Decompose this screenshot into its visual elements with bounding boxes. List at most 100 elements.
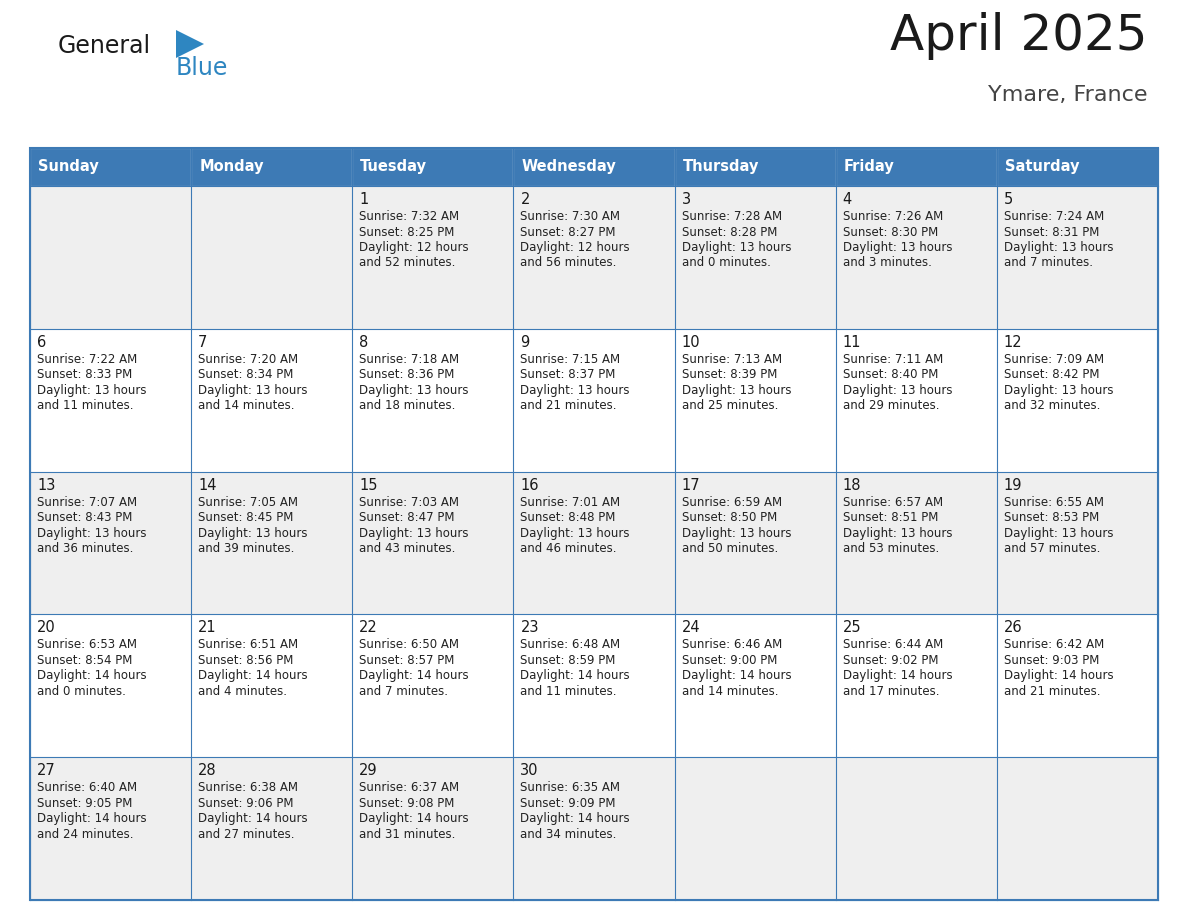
Text: Sunset: 8:37 PM: Sunset: 8:37 PM (520, 368, 615, 381)
Bar (30, 472, 191, 614)
Text: Blue: Blue (176, 56, 228, 80)
Bar (30, 186, 191, 329)
Text: 19: 19 (1004, 477, 1023, 493)
Text: and 24 minutes.: and 24 minutes. (37, 828, 133, 841)
Text: Sunset: 8:47 PM: Sunset: 8:47 PM (359, 511, 455, 524)
Text: Sunrise: 6:50 AM: Sunrise: 6:50 AM (359, 638, 460, 652)
Text: 3: 3 (682, 192, 690, 207)
Text: Sunrise: 6:59 AM: Sunrise: 6:59 AM (682, 496, 782, 509)
Text: Daylight: 12 hours: Daylight: 12 hours (520, 241, 630, 254)
Text: and 17 minutes.: and 17 minutes. (842, 685, 940, 698)
Text: and 11 minutes.: and 11 minutes. (37, 399, 133, 412)
Text: Ymare, France: Ymare, France (988, 85, 1148, 105)
Text: Sunrise: 7:09 AM: Sunrise: 7:09 AM (1004, 353, 1104, 365)
Text: Sunrise: 6:35 AM: Sunrise: 6:35 AM (520, 781, 620, 794)
Text: Daylight: 13 hours: Daylight: 13 hours (37, 527, 146, 540)
Text: 6: 6 (37, 335, 46, 350)
Text: and 31 minutes.: and 31 minutes. (359, 828, 456, 841)
Text: and 46 minutes.: and 46 minutes. (520, 543, 617, 555)
Text: 8: 8 (359, 335, 368, 350)
Text: and 11 minutes.: and 11 minutes. (520, 685, 617, 698)
Text: and 56 minutes.: and 56 minutes. (520, 256, 617, 270)
Text: Sunrise: 6:38 AM: Sunrise: 6:38 AM (198, 781, 298, 794)
Bar (353, 757, 513, 900)
Text: 25: 25 (842, 621, 861, 635)
Text: Sunrise: 7:18 AM: Sunrise: 7:18 AM (359, 353, 460, 365)
Text: and 25 minutes.: and 25 minutes. (682, 399, 778, 412)
Text: Daylight: 13 hours: Daylight: 13 hours (520, 384, 630, 397)
Text: and 14 minutes.: and 14 minutes. (198, 399, 295, 412)
Text: Daylight: 13 hours: Daylight: 13 hours (842, 241, 953, 254)
Text: and 57 minutes.: and 57 minutes. (1004, 543, 1100, 555)
Text: and 29 minutes.: and 29 minutes. (842, 399, 940, 412)
Bar (675, 186, 835, 329)
Text: Sunrise: 6:37 AM: Sunrise: 6:37 AM (359, 781, 460, 794)
Bar (997, 148, 1158, 186)
Text: and 7 minutes.: and 7 minutes. (359, 685, 448, 698)
Text: Daylight: 14 hours: Daylight: 14 hours (1004, 669, 1113, 682)
Text: Sunset: 8:39 PM: Sunset: 8:39 PM (682, 368, 777, 381)
Text: Sunset: 8:40 PM: Sunset: 8:40 PM (842, 368, 939, 381)
Text: 10: 10 (682, 335, 700, 350)
Text: Daylight: 13 hours: Daylight: 13 hours (520, 527, 630, 540)
Text: and 27 minutes.: and 27 minutes. (198, 828, 295, 841)
Text: Daylight: 14 hours: Daylight: 14 hours (520, 669, 630, 682)
Text: Sunset: 8:51 PM: Sunset: 8:51 PM (842, 511, 939, 524)
Text: Sunset: 8:53 PM: Sunset: 8:53 PM (1004, 511, 1099, 524)
Text: Daylight: 14 hours: Daylight: 14 hours (682, 669, 791, 682)
Text: 20: 20 (37, 621, 56, 635)
Text: Tuesday: Tuesday (360, 160, 428, 174)
Bar (675, 614, 835, 757)
Text: 16: 16 (520, 477, 539, 493)
Text: Saturday: Saturday (1005, 160, 1080, 174)
Bar (997, 186, 1158, 329)
Bar (513, 148, 675, 186)
Text: Daylight: 13 hours: Daylight: 13 hours (359, 527, 469, 540)
Text: 23: 23 (520, 621, 539, 635)
Text: Friday: Friday (843, 160, 895, 174)
Text: Sunrise: 6:44 AM: Sunrise: 6:44 AM (842, 638, 943, 652)
Bar (513, 186, 675, 329)
Text: 17: 17 (682, 477, 700, 493)
Text: Daylight: 13 hours: Daylight: 13 hours (842, 384, 953, 397)
Text: Daylight: 12 hours: Daylight: 12 hours (359, 241, 469, 254)
Bar (835, 186, 997, 329)
Bar (191, 472, 353, 614)
Text: Sunrise: 6:57 AM: Sunrise: 6:57 AM (842, 496, 943, 509)
Text: 14: 14 (198, 477, 216, 493)
Text: Sunset: 8:30 PM: Sunset: 8:30 PM (842, 226, 939, 239)
Text: 27: 27 (37, 763, 56, 778)
Text: Daylight: 14 hours: Daylight: 14 hours (37, 669, 146, 682)
Bar (675, 472, 835, 614)
Bar (997, 472, 1158, 614)
Text: Daylight: 13 hours: Daylight: 13 hours (1004, 241, 1113, 254)
Text: Sunrise: 7:13 AM: Sunrise: 7:13 AM (682, 353, 782, 365)
Text: Daylight: 14 hours: Daylight: 14 hours (37, 812, 146, 825)
Text: 29: 29 (359, 763, 378, 778)
Text: Sunset: 9:09 PM: Sunset: 9:09 PM (520, 797, 615, 810)
Text: 7: 7 (198, 335, 208, 350)
Text: and 21 minutes.: and 21 minutes. (1004, 685, 1100, 698)
Text: Daylight: 14 hours: Daylight: 14 hours (520, 812, 630, 825)
Text: Sunrise: 6:51 AM: Sunrise: 6:51 AM (198, 638, 298, 652)
Bar (30, 757, 191, 900)
Text: and 21 minutes.: and 21 minutes. (520, 399, 617, 412)
Bar (191, 148, 353, 186)
Text: Sunset: 8:28 PM: Sunset: 8:28 PM (682, 226, 777, 239)
Text: Sunrise: 7:32 AM: Sunrise: 7:32 AM (359, 210, 460, 223)
Text: 2: 2 (520, 192, 530, 207)
Bar (835, 472, 997, 614)
Text: Sunrise: 6:42 AM: Sunrise: 6:42 AM (1004, 638, 1104, 652)
Text: General: General (58, 34, 151, 58)
Text: and 3 minutes.: and 3 minutes. (842, 256, 931, 270)
Text: Sunset: 9:02 PM: Sunset: 9:02 PM (842, 654, 939, 666)
Text: Sunrise: 7:20 AM: Sunrise: 7:20 AM (198, 353, 298, 365)
Text: Sunset: 8:31 PM: Sunset: 8:31 PM (1004, 226, 1099, 239)
Text: 26: 26 (1004, 621, 1023, 635)
Bar (513, 614, 675, 757)
Bar (835, 148, 997, 186)
Text: Daylight: 13 hours: Daylight: 13 hours (682, 384, 791, 397)
Bar (997, 614, 1158, 757)
Bar (191, 186, 353, 329)
Text: Thursday: Thursday (683, 160, 759, 174)
